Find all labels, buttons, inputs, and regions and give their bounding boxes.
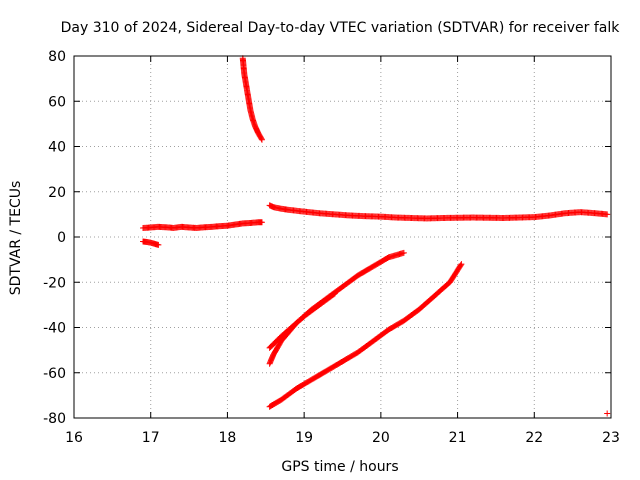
y-axis-label: SDTVAR / TECUs [8, 181, 24, 296]
y-tick-label: 60 [48, 94, 66, 110]
y-tick-label: -60 [43, 366, 66, 382]
grid-lines [74, 56, 611, 418]
y-tick-label: -40 [43, 321, 66, 337]
data-point [457, 262, 464, 269]
data-point [258, 219, 265, 226]
data-point [155, 241, 162, 248]
y-axis-ticks: -80 -60 -40 -20 0 20 40 60 80 [43, 49, 611, 427]
x-tick-label: 23 [602, 430, 620, 446]
x-tick-label: 16 [65, 430, 83, 446]
data-point [604, 211, 611, 218]
y-tick-label: 80 [48, 49, 66, 65]
data-points [140, 55, 611, 417]
y-tick-label: 0 [57, 230, 66, 246]
x-tick-label: 20 [372, 430, 390, 446]
y-tick-label: 40 [48, 140, 66, 156]
data-point [331, 290, 338, 297]
chart-title: Day 310 of 2024, Sidereal Day-to-day VTE… [61, 20, 621, 36]
y-tick-label: -20 [43, 275, 66, 291]
data-point [330, 291, 337, 298]
data-point [604, 410, 611, 417]
x-tick-label: 18 [219, 430, 237, 446]
x-tick-label: 21 [449, 430, 467, 446]
data-point [400, 249, 407, 256]
y-tick-label: 20 [48, 185, 66, 201]
x-tick-label: 17 [142, 430, 160, 446]
x-tick-label: 19 [295, 430, 313, 446]
x-axis-label: GPS time / hours [281, 459, 398, 475]
data-point [258, 135, 265, 142]
x-tick-label: 22 [525, 430, 543, 446]
data-point [258, 136, 265, 143]
data-point [458, 261, 465, 268]
y-tick-label: -80 [43, 411, 66, 427]
x-axis-ticks: 16 17 18 19 20 21 22 23 [65, 56, 620, 446]
